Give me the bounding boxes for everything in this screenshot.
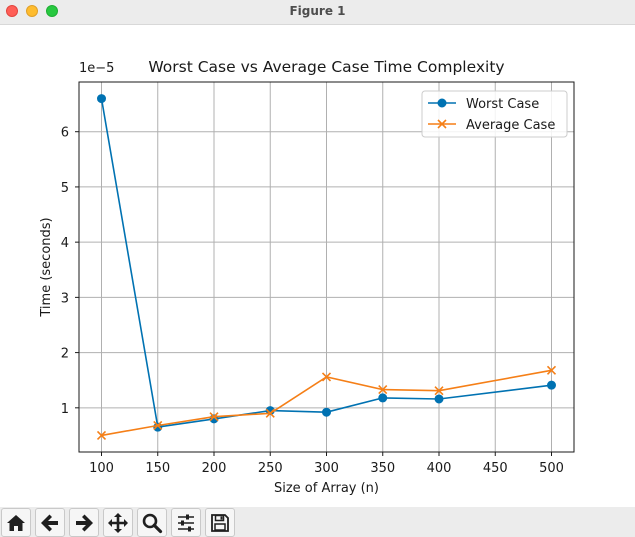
navigation-toolbar	[0, 507, 635, 537]
y-tick-label: 6	[61, 126, 69, 141]
configure-subplots-icon	[178, 514, 194, 531]
grid-lines	[79, 82, 574, 452]
worst-case-series-line	[100, 98, 552, 428]
chart-title: Worst Case vs Average Case Time Complexi…	[148, 58, 504, 76]
average-case-data-point	[209, 412, 219, 422]
y-axis-label: Time (seconds)	[39, 217, 54, 317]
y-tick-label: 5	[61, 181, 69, 196]
title-bar: Figure 1	[0, 0, 635, 25]
y-axis-offset-label: 1e−5	[79, 61, 114, 76]
data-series	[96, 94, 557, 440]
worst-case-data-point	[97, 94, 106, 104]
average-case-data-point	[378, 385, 388, 395]
worst-case-data-point	[547, 380, 556, 390]
pan-move-icon	[108, 512, 128, 533]
window-title: Figure 1	[289, 4, 346, 18]
configure-subplots-button[interactable]	[171, 508, 201, 537]
x-tick-label: 500	[539, 461, 564, 476]
forward-button[interactable]	[69, 508, 99, 537]
line-chart: 100 150 200 250 300 350 400 450 500 1 2 3 4 5 6 Worst …	[39, 58, 575, 496]
legend-worst-case-marker	[437, 98, 447, 108]
x-tick-label: 250	[258, 461, 283, 476]
y-tick-label: 4	[61, 236, 69, 251]
back-button[interactable]	[35, 508, 65, 537]
x-tick-label: 100	[89, 461, 114, 476]
minimize-window-button[interactable]	[26, 5, 38, 17]
worst-case-data-point	[434, 394, 444, 404]
close-window-button[interactable]	[6, 5, 18, 17]
x-axis-label: Size of Array (n)	[274, 481, 379, 496]
legend-worst-case-label: Worst Case	[466, 97, 539, 112]
y-tick-label: 2	[61, 347, 69, 362]
y-tick-label: 1	[61, 402, 69, 417]
forward-arrow-icon	[76, 514, 93, 531]
worst-case-data-point	[322, 407, 331, 417]
average-case-data-point	[434, 386, 444, 396]
legend: Worst Case Average Case	[421, 90, 568, 138]
average-case-data-point	[153, 420, 163, 431]
save-floppy-icon	[211, 513, 229, 532]
x-tick-label: 300	[314, 461, 339, 476]
x-tick-label: 200	[202, 461, 227, 476]
worst-case-data-point	[378, 393, 388, 403]
average-case-data-point	[546, 365, 557, 375]
x-tick-label: 150	[145, 461, 170, 476]
x-tick-label: 450	[483, 461, 508, 476]
x-tick-label: 400	[427, 461, 452, 476]
average-case-series-line	[101, 369, 552, 437]
legend-average-case-label: Average Case	[466, 118, 555, 133]
legend-box	[421, 90, 568, 138]
save-button[interactable]	[205, 508, 235, 537]
axis-ticks: 100 150 200 250 300 350 400 450 500 1 2 3 4 5 6	[61, 126, 564, 476]
legend-average-case-marker	[437, 119, 447, 129]
zoom-magnifier-icon	[142, 513, 163, 533]
maximize-window-button[interactable]	[46, 5, 58, 17]
x-tick-label: 350	[370, 461, 395, 476]
average-case-data-point	[96, 430, 107, 440]
average-case-data-point	[321, 372, 332, 382]
home-icon	[7, 514, 25, 531]
home-button[interactable]	[1, 508, 31, 537]
back-arrow-icon	[41, 514, 58, 531]
y-tick-label: 3	[61, 291, 69, 306]
pan-button[interactable]	[103, 508, 133, 537]
average-case-data-point	[265, 408, 275, 418]
figure-canvas: 100 150 200 250 300 350 400 450 500 1 2 3 4 5 6 Worst …	[0, 25, 635, 508]
zoom-button[interactable]	[137, 508, 167, 537]
